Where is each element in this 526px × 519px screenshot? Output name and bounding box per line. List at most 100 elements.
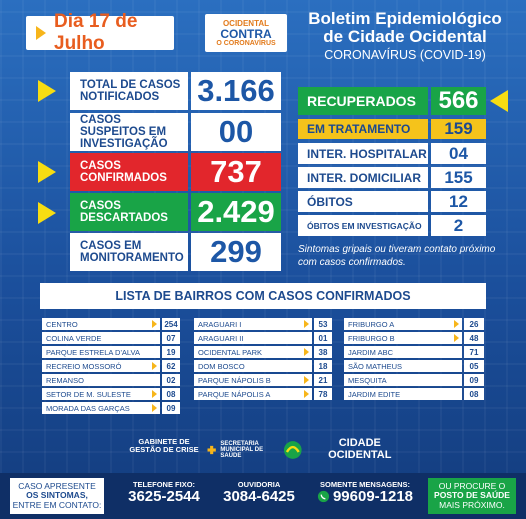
stat-label-obitos-investigacao: ÓBITOS EM INVESTIGAÇÃO bbox=[298, 215, 428, 236]
list-item: MORADA DAS GARÇAS 09 bbox=[42, 402, 180, 414]
stat-label-tratamento: EM TRATAMENTO bbox=[298, 119, 428, 139]
campaign-line2: CONTRA bbox=[220, 26, 272, 41]
list-item: ARAGUARI II 01 bbox=[194, 332, 332, 344]
neighborhood-name: COLINA VERDE bbox=[46, 333, 102, 343]
marker-icon bbox=[454, 320, 459, 328]
campaign-line3: O CORONAVÍRUS bbox=[216, 39, 276, 47]
symptoms-line3: ENTRE EM CONTATO: bbox=[12, 499, 102, 510]
list-item: OCIDENTAL PARK 38 bbox=[194, 346, 332, 358]
marker-icon bbox=[152, 320, 157, 328]
neighborhood-count: 09 bbox=[162, 402, 180, 414]
neighborhood-count: 02 bbox=[162, 374, 180, 386]
campaign-logo: OCIDENTAL CONTRA O CORONAVÍRUS bbox=[205, 14, 287, 52]
gabinete-logo: GABINETE DE GESTÃO DE CRISE bbox=[129, 437, 199, 454]
arrow-icon bbox=[38, 80, 56, 102]
list-item: DOM BOSCO 18 bbox=[194, 360, 332, 372]
symptoms-line1: CASO APRESENTE bbox=[18, 480, 96, 491]
arrow-icon bbox=[38, 161, 56, 183]
neighborhood-name: PARQUE NÁPOLIS A bbox=[198, 389, 271, 399]
neighborhood-name: ARAGUARI I bbox=[198, 319, 242, 329]
neighborhood-name: JARDIM EDITE bbox=[348, 389, 401, 399]
stat-label-obitos: ÓBITOS bbox=[298, 191, 428, 212]
neighborhood-count: 09 bbox=[464, 374, 484, 386]
stat-value-obitos-investigacao: 2 bbox=[431, 215, 486, 236]
stat-value-notificados: 3.166 bbox=[191, 72, 281, 110]
arrow-left-icon bbox=[490, 90, 508, 112]
stat-label-descartados: CASOS DESCARTADOS bbox=[70, 193, 188, 231]
list-item: PARQUE NÁPOLIS A 78 bbox=[194, 388, 332, 400]
list-item: REMANSO 02 bbox=[42, 374, 180, 386]
neighborhood-count: 53 bbox=[314, 318, 332, 330]
date-text: Dia 17 de Julho bbox=[54, 11, 138, 54]
neighborhood-count: 05 bbox=[464, 360, 484, 372]
neighborhood-name: FRIBURGO A bbox=[348, 319, 395, 329]
symptoms-line2: OS SINTOMAS, bbox=[26, 490, 88, 501]
neighborhood-count: 254 bbox=[162, 318, 180, 330]
list-item: PARQUE ESTRELA D'ALVA 19 bbox=[42, 346, 180, 358]
stat-label-notificados: TOTAL DE CASOS NOTIFICADOS bbox=[70, 72, 188, 110]
secretaria-logo: SECRETARIA MUNICIPAL DE SAÚDE bbox=[207, 438, 275, 462]
list-item: RECREIO MOSSORÓ 62 bbox=[42, 360, 180, 372]
neighborhood-column-2: ARAGUARI I 53 ARAGUARI II 01 OCIDENTAL PAR… bbox=[194, 318, 332, 400]
list-item: SETOR DE M. SULESTE 08 bbox=[42, 388, 180, 400]
prefeitura-logo: CIDADE OCIDENTAL bbox=[283, 438, 413, 462]
stat-value-recuperados: 566 bbox=[431, 87, 486, 115]
neighborhood-name: SETOR DE M. SULESTE bbox=[46, 389, 131, 399]
neighborhood-name: PARQUE ESTRELA D'ALVA bbox=[46, 347, 140, 357]
list-item: CENTRO 254 bbox=[42, 318, 180, 330]
neighborhood-name: MESQUITA bbox=[348, 375, 387, 385]
stat-label-recuperados: RECUPERADOS bbox=[298, 87, 428, 115]
list-item: ARAGUARI I 53 bbox=[194, 318, 332, 330]
date-badge: Dia 17 de Julho bbox=[26, 11, 174, 54]
neighborhood-column-3: FRIBURGO A 26 FRIBURGO B 48 JARDIM ABC 71 S… bbox=[344, 318, 484, 400]
neighborhood-list-title: LISTA DE BAIRROS COM CASOS CONFIRMADOS bbox=[40, 283, 486, 309]
health-post-line2: POSTO DE SAÚDE bbox=[434, 490, 510, 501]
neighborhood-name: OCIDENTAL PARK bbox=[198, 347, 263, 357]
list-item: COLINA VERDE 07 bbox=[42, 332, 180, 344]
play-arrow-icon bbox=[36, 26, 46, 40]
sms-contact: SOMENTE MENSAGENS: 99609-1218 bbox=[306, 481, 424, 505]
phone-number[interactable]: 3625-2544 bbox=[128, 487, 200, 505]
neighborhood-count: 62 bbox=[162, 360, 180, 372]
stat-label-confirmados: CASOS CONFIRMADOS bbox=[70, 153, 188, 191]
page-title: Boletim Epidemiológico de Cidade Ocident… bbox=[300, 10, 510, 62]
marker-icon bbox=[304, 320, 309, 328]
neighborhood-count: 26 bbox=[464, 318, 484, 330]
city-emblem-icon bbox=[283, 441, 302, 459]
stat-label-domiciliar: INTER. DOMICILIAR bbox=[298, 167, 428, 188]
stat-value-hospitalar: 04 bbox=[431, 143, 486, 164]
stat-value-descartados: 2.429 bbox=[191, 193, 281, 231]
prefeitura-text: CIDADE OCIDENTAL bbox=[328, 437, 392, 461]
ouvidoria-number[interactable]: 3084-6425 bbox=[223, 487, 295, 505]
neighborhood-name: PARQUE NÁPOLIS B bbox=[198, 375, 271, 385]
neighborhood-name: SÃO MATHEUS bbox=[348, 361, 403, 371]
list-item: JARDIM EDITE 08 bbox=[344, 388, 484, 400]
neighborhood-column-1: CENTRO 254 COLINA VERDE 07 PARQUE ESTRELA … bbox=[42, 318, 180, 414]
neighborhood-count: 01 bbox=[314, 332, 332, 344]
neighborhood-count: 07 bbox=[162, 332, 180, 344]
title-subtitle: CORONAVÍRUS (COVID-19) bbox=[324, 47, 486, 62]
list-item: FRIBURGO B 48 bbox=[344, 332, 484, 344]
stat-value-confirmados: 737 bbox=[191, 153, 281, 191]
symptoms-box: CASO APRESENTE OS SINTOMAS, ENTRE EM CON… bbox=[10, 478, 104, 514]
stat-label-hospitalar: INTER. HOSPITALAR bbox=[298, 143, 428, 164]
list-item: MESQUITA 09 bbox=[344, 374, 484, 386]
neighborhood-count: 71 bbox=[464, 346, 484, 358]
health-post-box: OU PROCURE O POSTO DE SAÚDE MAIS PRÓXIMO… bbox=[428, 478, 516, 514]
marker-icon bbox=[304, 390, 309, 398]
phone-label: TELEFONE FIXO: bbox=[132, 480, 196, 489]
neighborhood-count: 08 bbox=[464, 388, 484, 400]
neighborhood-count: 38 bbox=[314, 346, 332, 358]
ouvidoria-label: OUVIDORIA bbox=[237, 480, 281, 489]
neighborhood-name: REMANSO bbox=[46, 375, 84, 385]
ouvidoria-contact: OUVIDORIA 3084-6425 bbox=[213, 481, 305, 505]
marker-icon bbox=[152, 362, 157, 370]
campaign-line1: OCIDENTAL bbox=[222, 18, 270, 28]
list-item: FRIBURGO A 26 bbox=[344, 318, 484, 330]
sms-number[interactable]: 99609-1218 bbox=[332, 487, 414, 505]
sms-label: SOMENTE MENSAGENS: bbox=[319, 480, 410, 489]
arrow-icon bbox=[38, 202, 56, 224]
marker-icon bbox=[152, 390, 157, 398]
stat-value-monitoramento: 299 bbox=[191, 233, 281, 271]
neighborhood-count: 78 bbox=[314, 388, 332, 400]
